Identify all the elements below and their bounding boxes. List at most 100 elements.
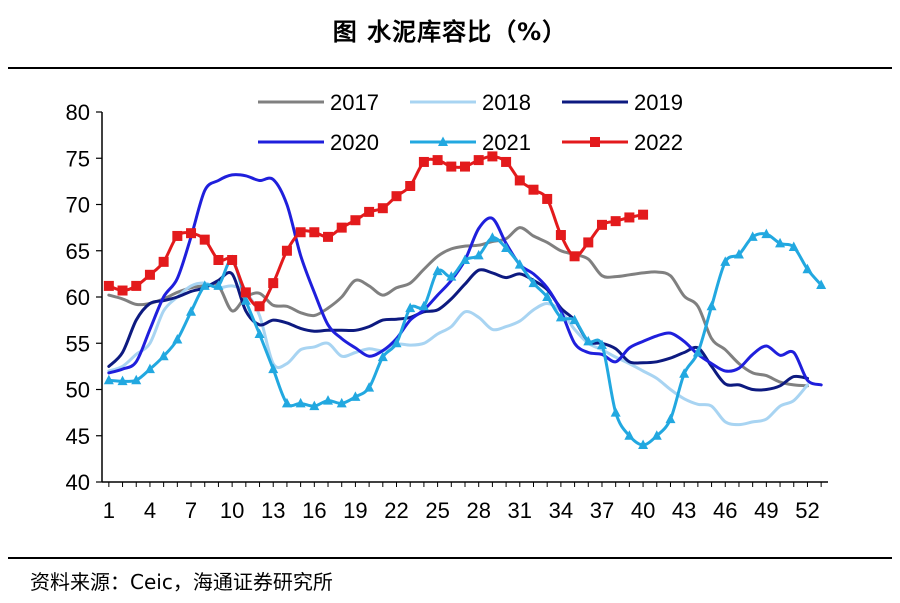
series-2021-point (295, 397, 306, 408)
series-2021-point (103, 374, 114, 385)
series-2021-point (596, 339, 607, 350)
legend-label: 2018 (482, 90, 531, 115)
x-tick-label: 7 (185, 498, 197, 523)
series-2021-point (268, 363, 279, 374)
series-2021-point (323, 395, 334, 405)
series-2022-point (144, 269, 155, 280)
legend-marker (590, 137, 600, 147)
x-tick-label: 19 (343, 498, 367, 523)
series-2020-line (107, 173, 823, 387)
series-2021-point (542, 291, 553, 301)
series-2021-point (501, 242, 512, 252)
series-2021-point (405, 302, 416, 313)
series-2022-point (473, 155, 484, 166)
series-2021-point (281, 397, 292, 408)
series-2022-point (309, 227, 320, 238)
y-tick-label: 80 (66, 100, 90, 125)
x-tick-label: 1 (103, 498, 115, 523)
series-2022-point (240, 287, 251, 298)
series-2022-point (254, 301, 265, 312)
series-2022-point (446, 161, 457, 172)
series-2022-point (569, 251, 580, 262)
chart-title: 图 水泥库容比（%） (332, 18, 568, 46)
series-2021-point (460, 254, 470, 264)
series-2021-point (802, 263, 813, 274)
series-2022-point (460, 161, 470, 172)
series-2021-point (144, 363, 155, 374)
series-2021-point (186, 306, 197, 316)
series-2022-point (199, 234, 210, 245)
legend-item-2019: 2019 (562, 90, 683, 115)
series-2022-point (377, 203, 388, 214)
series-2020 (107, 173, 823, 387)
series-2021-point (788, 241, 799, 252)
series-2022-point (227, 255, 238, 265)
series-2021-point (528, 277, 539, 288)
x-tick-label: 16 (302, 498, 326, 523)
series-2021-point (254, 328, 265, 338)
series-2021-point (487, 232, 498, 242)
source-note: 资料来源：Ceic，海通证券研究所 (30, 570, 333, 594)
series-2021-point (172, 334, 183, 344)
series-2022-point (186, 228, 197, 239)
series-2022-point (542, 193, 553, 204)
x-tick-label: 25 (425, 498, 449, 523)
x-tick-label: 49 (754, 498, 778, 523)
series-2022-point (336, 222, 347, 233)
series-2022-point (610, 216, 621, 227)
x-tick-label: 40 (631, 498, 655, 523)
legend-item-2022: 2022 (562, 130, 683, 155)
series-2021-point (747, 231, 758, 241)
series-2022-point (405, 181, 416, 191)
x-tick-label: 10 (220, 498, 244, 523)
series-2022-point (487, 151, 498, 162)
x-tick-label: 46 (713, 498, 737, 523)
series-2017-line (107, 226, 809, 388)
series-2022-point (624, 212, 635, 223)
series-2021-point (638, 439, 649, 449)
series-2022-point (514, 175, 525, 186)
bottom-divider (8, 557, 892, 559)
series-2021-point (775, 237, 786, 248)
series-2021-point (733, 248, 744, 259)
series-2021-point (555, 311, 566, 322)
x-tick-label: 37 (590, 498, 614, 523)
series-2021-point (213, 280, 224, 290)
legend-item-2018: 2018 (410, 90, 531, 115)
x-tick-label: 34 (549, 498, 573, 523)
series-2022-point (350, 215, 361, 226)
y-tick-label: 45 (66, 424, 90, 449)
x-tick-label: 43 (672, 498, 696, 523)
series-2018-line (107, 281, 809, 427)
legend-item-2020: 2020 (258, 130, 379, 155)
y-tick-label: 50 (66, 378, 90, 403)
series-2022-point (391, 191, 402, 202)
series-2022-point (501, 156, 512, 167)
series-2022-point (432, 155, 443, 166)
x-tick-label: 13 (261, 498, 285, 523)
series-2018 (107, 281, 809, 427)
series-2022-point (131, 280, 142, 291)
series-2021-point (240, 295, 251, 305)
series-2022-point (158, 256, 169, 267)
y-tick-label: 55 (66, 331, 90, 356)
series-2021-point (569, 314, 580, 325)
y-tick-label: 65 (66, 239, 90, 264)
y-tick-label: 75 (66, 146, 90, 171)
series-2022-point (103, 280, 114, 291)
series-2021-point (131, 374, 142, 385)
series-2021-line (107, 232, 823, 447)
series-2022-point (213, 255, 224, 265)
series-2021-point (158, 350, 169, 361)
series-2022-point (528, 184, 539, 195)
series-2021-point (117, 375, 128, 386)
series-2022-point (555, 230, 566, 241)
series-2021-point (364, 382, 375, 392)
series-2022 (103, 151, 649, 312)
series-2021-point (418, 300, 429, 311)
series-2021-point (679, 368, 690, 378)
legend-marker (438, 136, 448, 146)
series-2021-point (377, 351, 388, 362)
series-2022-point (583, 237, 594, 248)
